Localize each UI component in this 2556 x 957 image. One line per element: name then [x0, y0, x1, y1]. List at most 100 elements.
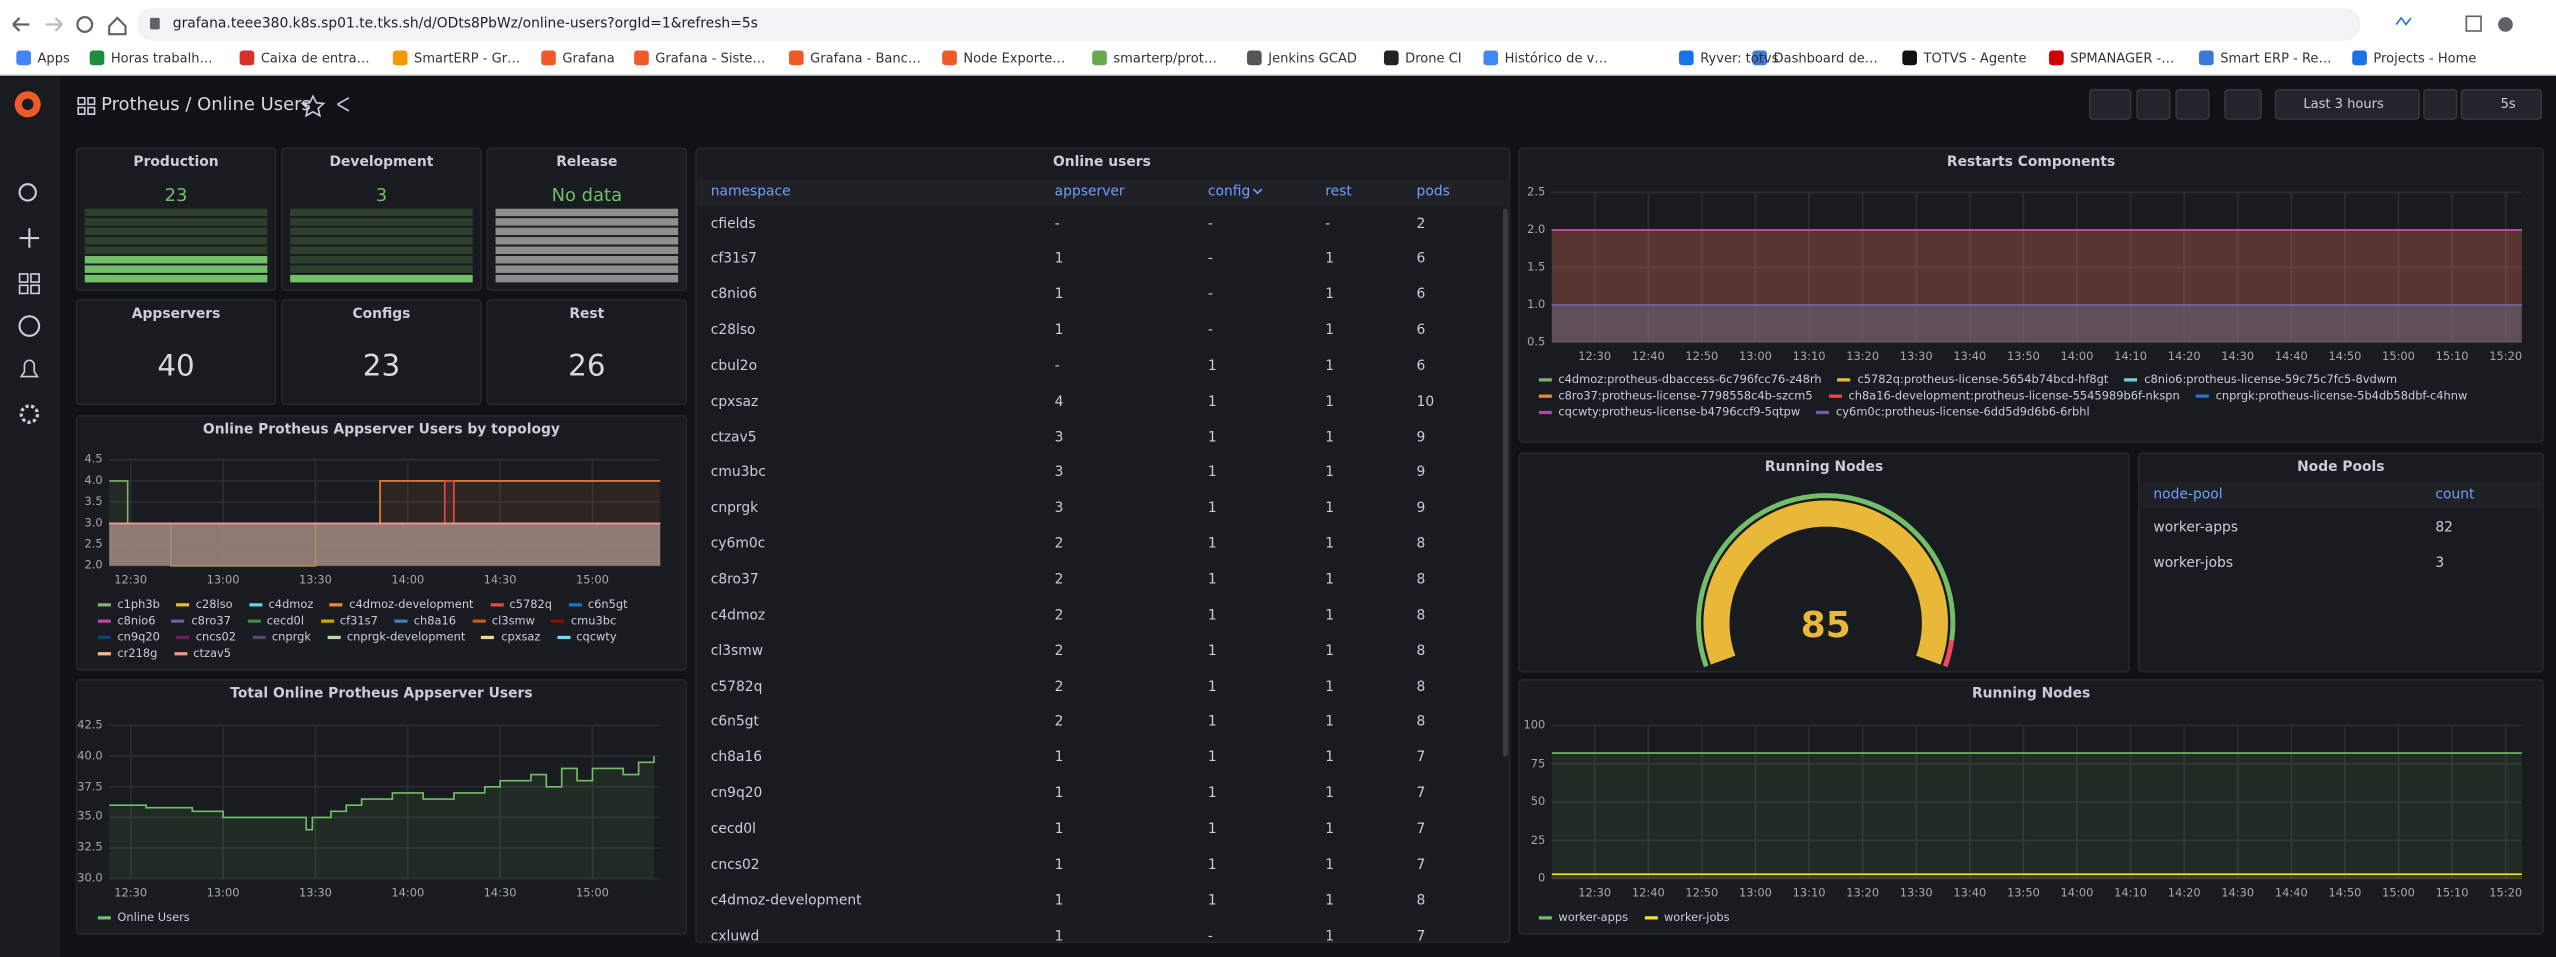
table-cell: 1 — [1054, 857, 1064, 874]
table-cell: 1 — [1054, 251, 1064, 268]
legend-item[interactable]: c4dmoz-development — [329, 598, 474, 611]
legend-item[interactable]: cnprgk:protheus-license-5b4db58dbf-c4hnw — [2196, 390, 2467, 403]
tv-button[interactable] — [2224, 88, 2262, 120]
bookmark[interactable]: Ryver: totvs — [1700, 50, 1779, 66]
search-icon[interactable] — [18, 183, 37, 202]
legend-item[interactable]: cy6m0c:protheus-license-6dd5d9d6b6-6rbhl — [1816, 406, 2090, 419]
refresh-button[interactable] — [2460, 88, 2543, 120]
legend-item[interactable]: c4dmoz:protheus-dbaccess-6c796fcc76-z48r… — [1538, 373, 1822, 386]
time-picker[interactable] — [2274, 88, 2420, 120]
x-tick-label: 13:00 — [206, 886, 240, 900]
dashboard-title[interactable]: Protheus / Online Users — [101, 93, 311, 115]
legend-item[interactable]: c4dmoz — [248, 598, 313, 611]
legend-item[interactable]: ch8a16 — [394, 615, 456, 628]
column-header[interactable]: appserver — [1054, 184, 1125, 201]
legend-item[interactable]: c5782q — [489, 598, 552, 611]
explore-icon[interactable] — [18, 315, 41, 337]
config-icon[interactable] — [19, 404, 40, 424]
legend-item[interactable]: cecd0l — [247, 615, 304, 628]
legend-item[interactable]: cqcwty:protheus-license-b4796ccf9-5qtpw — [1538, 406, 1800, 419]
legend-item[interactable]: cr218g — [97, 647, 157, 660]
x-tick-label: 13:20 — [1846, 350, 1880, 364]
legend-item[interactable]: cl3smw — [472, 615, 535, 628]
legend-label: cecd0l — [266, 614, 305, 628]
legend-item[interactable]: Online Users — [97, 911, 190, 924]
bookmark[interactable]: SPMANAGER -… — [2070, 50, 2175, 66]
star-icon[interactable] — [2395, 16, 2412, 26]
legend-item[interactable]: cf31s7 — [320, 615, 378, 628]
legend-item[interactable]: c8ro37 — [171, 615, 231, 628]
column-header[interactable]: pods — [1416, 184, 1450, 201]
profile-icon[interactable] — [2498, 17, 2513, 32]
legend-item[interactable]: cmu3bc — [551, 615, 616, 628]
legend-item[interactable]: c8nio6:protheus-license-59c75c7fc5-8vdwm — [2124, 373, 2397, 386]
save-button[interactable] — [2136, 88, 2171, 120]
bookmark[interactable]: Dashboard de… — [1773, 50, 1878, 66]
time-range[interactable]: Last 3 hours — [2303, 96, 2384, 112]
panel — [75, 299, 277, 406]
bookmark[interactable]: Histórico de v… — [1504, 50, 1608, 66]
y-tick-label: 0.5 — [1527, 335, 1546, 349]
legend-item[interactable]: c5782q:protheus-license-5654b74bcd-hf8gt — [1837, 373, 2108, 386]
forward-button[interactable] — [45, 17, 63, 32]
table-cell: 1 — [1207, 714, 1217, 731]
legend-item[interactable]: cnprgk-development — [327, 631, 465, 644]
column-header[interactable]: namespace — [710, 184, 791, 201]
bookmark[interactable]: smarterp/prot… — [1113, 50, 1217, 66]
legend-label: worker-jobs — [1663, 911, 1730, 925]
url-field[interactable] — [136, 8, 2361, 41]
legend-item[interactable]: c28lso — [176, 598, 233, 611]
bookmark[interactable]: Node Exporte… — [963, 50, 1066, 66]
dashboards-icon[interactable] — [18, 273, 40, 295]
back-button[interactable] — [12, 17, 30, 32]
legend-item[interactable]: cnprgk — [252, 631, 311, 644]
legend-label: c1ph3b — [117, 598, 160, 612]
share-button[interactable] — [337, 97, 350, 112]
column-header[interactable]: rest — [1325, 184, 1352, 201]
bookmark[interactable]: Grafana — [562, 50, 615, 66]
star-button[interactable] — [300, 94, 326, 118]
url-text[interactable]: grafana.teee380.k8s.sp01.te.tks.sh/d/ODt… — [172, 16, 758, 33]
bookmark[interactable]: Caixa de entra… — [260, 50, 370, 66]
legend-item[interactable]: c6n5gt — [568, 598, 628, 611]
zoom-out-button[interactable] — [2423, 88, 2458, 120]
x-tick-label: 14:10 — [2114, 886, 2148, 900]
home-button[interactable] — [108, 16, 127, 36]
legend-item[interactable]: cqcwty — [556, 631, 617, 644]
settings-button[interactable] — [2175, 88, 2210, 120]
legend-item[interactable]: c1ph3b — [97, 598, 160, 612]
legend-item[interactable]: worker-jobs — [1644, 911, 1730, 925]
table-cell: c5782q — [710, 678, 763, 696]
bookmark[interactable]: Horas trabalh… — [110, 50, 213, 66]
legend-item[interactable]: cn9q20 — [97, 631, 160, 644]
bookmark-icon — [239, 50, 255, 66]
reload-button[interactable] — [76, 15, 94, 33]
legend-item[interactable]: c8ro37:protheus-license-7798558c4b-szcm5 — [1538, 390, 1813, 403]
legend-swatch — [97, 635, 111, 640]
bookmark[interactable]: Drone CI — [1405, 50, 1462, 66]
bookmark-icon — [1483, 50, 1499, 66]
bookmark[interactable]: Apps — [37, 50, 70, 66]
sidebar-icon[interactable] — [2465, 15, 2482, 32]
legend-item[interactable]: cpxsaz — [481, 631, 540, 644]
bookmark[interactable]: TOTVS - Agente — [1923, 50, 2027, 66]
refresh-interval[interactable]: 5s — [2500, 96, 2516, 112]
table-cell: 1 — [1054, 750, 1064, 767]
legend-item[interactable]: worker-apps — [1538, 911, 1628, 924]
alerting-icon[interactable] — [19, 359, 40, 378]
bookmark[interactable]: Grafana - Siste… — [655, 50, 766, 66]
bookmark[interactable]: Projects - Home — [2373, 50, 2477, 66]
table-body: cfields - - - 2 cf31s7 1 - 1 6 c8nio6 1 - 1 6 c28lso 1 - 1… — [696, 207, 1501, 941]
series-area — [109, 523, 661, 566]
legend-item[interactable]: ctzav5 — [173, 647, 231, 660]
bookmark[interactable]: Jenkins GCAD — [1268, 50, 1357, 66]
legend-item[interactable]: ch8a16-development:protheus-license-5545… — [1828, 390, 2180, 403]
column-header[interactable]: config — [1207, 184, 1251, 201]
legend-item[interactable]: c8nio6 — [97, 615, 156, 628]
bookmark[interactable]: Smart ERP - Re… — [2220, 50, 2332, 66]
add-panel-button[interactable] — [2088, 88, 2132, 120]
bookmark[interactable]: Grafana - Banc… — [810, 50, 921, 66]
legend-item[interactable]: cncs02 — [176, 631, 236, 644]
bookmark[interactable]: SmartERP - Gr… — [414, 50, 521, 66]
create-icon[interactable] — [19, 228, 40, 248]
